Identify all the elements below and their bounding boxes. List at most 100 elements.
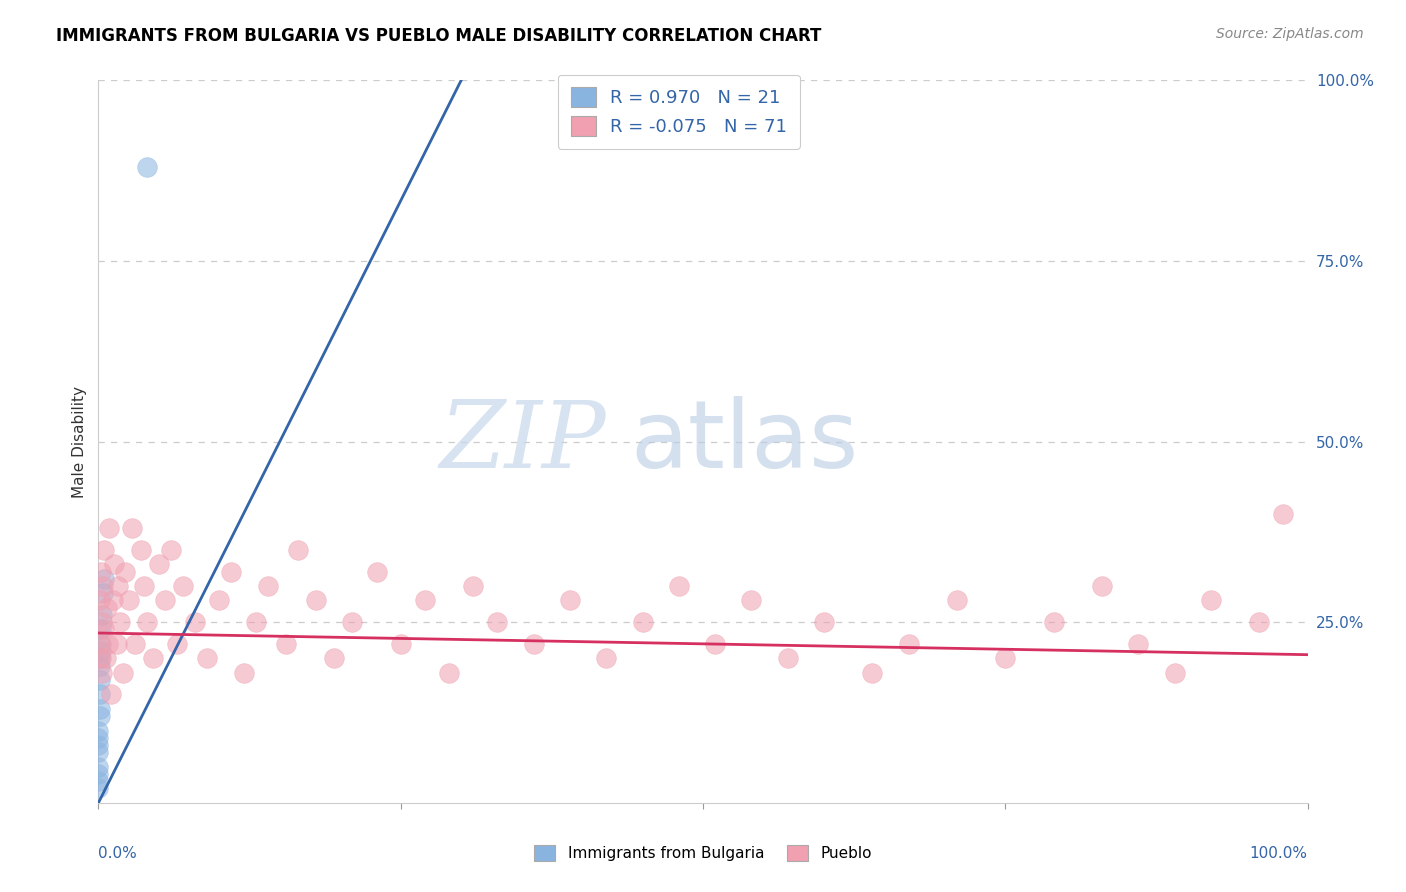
- Point: [91, 615, 114, 630]
- Point: [89, 702, 111, 716]
- Point: [89, 673, 111, 687]
- Text: 100.0%: 100.0%: [1250, 847, 1308, 861]
- Point: [437, 665, 460, 680]
- Point: [946, 593, 969, 607]
- Point: [90, 623, 112, 637]
- Point: [994, 651, 1017, 665]
- Point: [1042, 615, 1064, 630]
- Text: IMMIGRANTS FROM BULGARIA VS PUEBLO MALE DISABILITY CORRELATION CHART: IMMIGRANTS FROM BULGARIA VS PUEBLO MALE …: [56, 27, 821, 45]
- Point: [111, 665, 134, 680]
- Point: [96, 600, 118, 615]
- Point: [274, 637, 297, 651]
- Point: [1249, 615, 1271, 630]
- Point: [148, 558, 170, 572]
- Point: [1163, 665, 1185, 680]
- Point: [91, 579, 114, 593]
- Point: [89, 709, 111, 723]
- Point: [142, 651, 165, 665]
- Point: [100, 687, 122, 701]
- Point: [124, 637, 146, 651]
- Point: [776, 651, 799, 665]
- Point: [87, 723, 110, 738]
- Point: [93, 623, 115, 637]
- Point: [89, 637, 111, 651]
- Point: [1199, 593, 1222, 607]
- Point: [860, 665, 883, 680]
- Point: [195, 651, 218, 665]
- Point: [87, 731, 110, 745]
- Point: [114, 565, 136, 579]
- Point: [129, 542, 152, 557]
- Point: [256, 579, 278, 593]
- Point: [389, 637, 412, 651]
- Point: [160, 542, 183, 557]
- Point: [1128, 637, 1150, 651]
- Point: [305, 593, 328, 607]
- Point: [558, 593, 581, 607]
- Point: [323, 651, 346, 665]
- Point: [90, 637, 112, 651]
- Point: [89, 593, 111, 607]
- Point: [89, 687, 111, 701]
- Point: [103, 558, 125, 572]
- Point: [93, 542, 115, 557]
- Point: [523, 637, 546, 651]
- Point: [87, 745, 110, 759]
- Text: atlas: atlas: [630, 395, 859, 488]
- Point: [87, 767, 110, 781]
- Point: [184, 615, 207, 630]
- Point: [413, 593, 436, 607]
- Point: [89, 658, 111, 673]
- Point: [107, 579, 129, 593]
- Point: [97, 637, 120, 651]
- Y-axis label: Male Disability: Male Disability: [72, 385, 87, 498]
- Text: 0.0%: 0.0%: [98, 847, 138, 861]
- Point: [172, 579, 194, 593]
- Point: [366, 565, 388, 579]
- Point: [87, 738, 110, 752]
- Point: [93, 572, 115, 586]
- Point: [121, 521, 143, 535]
- Point: [134, 579, 156, 593]
- Point: [91, 607, 114, 622]
- Point: [245, 615, 267, 630]
- Point: [135, 160, 157, 174]
- Text: Source: ZipAtlas.com: Source: ZipAtlas.com: [1216, 27, 1364, 41]
- Point: [668, 579, 690, 593]
- Point: [87, 781, 110, 796]
- Point: [118, 593, 141, 607]
- Point: [94, 651, 117, 665]
- Point: [90, 565, 112, 579]
- Text: ZIP: ZIP: [440, 397, 606, 486]
- Point: [342, 615, 364, 630]
- Point: [153, 593, 176, 607]
- Point: [631, 615, 654, 630]
- Point: [897, 637, 920, 651]
- Point: [287, 542, 309, 557]
- Point: [135, 615, 157, 630]
- Point: [101, 593, 124, 607]
- Point: [105, 637, 128, 651]
- Point: [98, 521, 121, 535]
- Point: [704, 637, 727, 651]
- Point: [87, 774, 110, 789]
- Point: [463, 579, 485, 593]
- Point: [1091, 579, 1114, 593]
- Point: [221, 565, 243, 579]
- Point: [208, 593, 231, 607]
- Point: [740, 593, 762, 607]
- Point: [89, 651, 111, 665]
- Point: [486, 615, 509, 630]
- Point: [87, 760, 110, 774]
- Point: [595, 651, 617, 665]
- Point: [166, 637, 188, 651]
- Point: [1272, 507, 1295, 521]
- Point: [813, 615, 835, 630]
- Legend: Immigrants from Bulgaria, Pueblo: Immigrants from Bulgaria, Pueblo: [527, 838, 879, 867]
- Point: [90, 644, 112, 658]
- Point: [91, 665, 114, 680]
- Point: [91, 586, 114, 600]
- Point: [90, 651, 112, 665]
- Point: [232, 665, 254, 680]
- Point: [108, 615, 131, 630]
